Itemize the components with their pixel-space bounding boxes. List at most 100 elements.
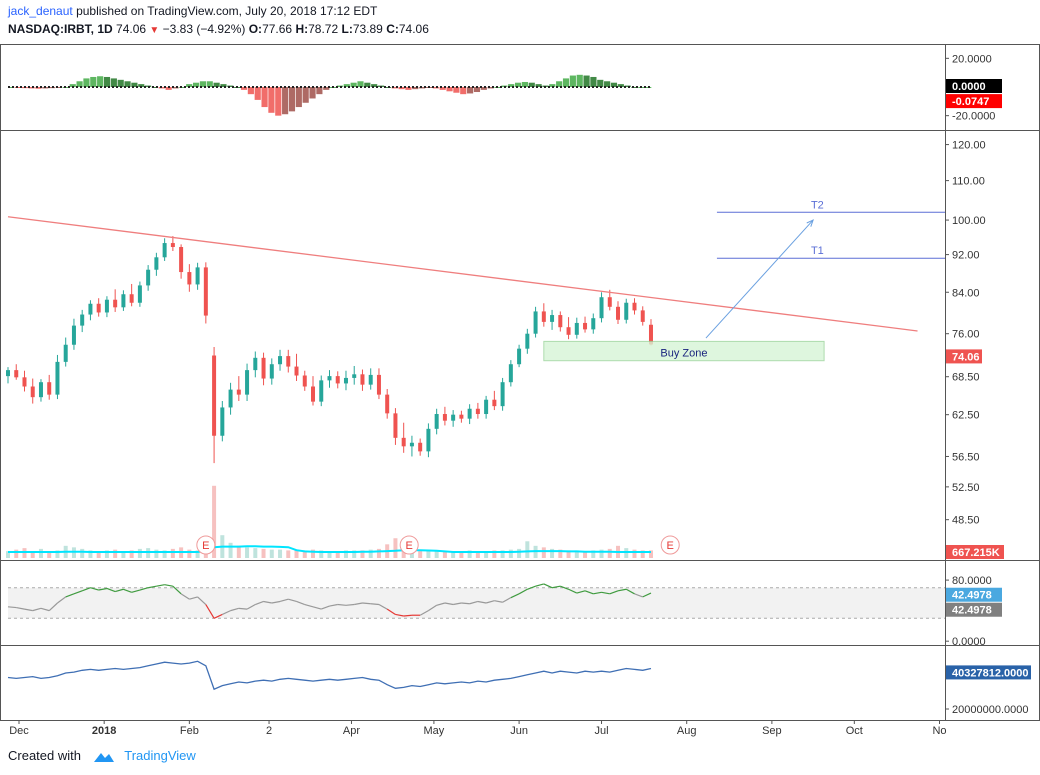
oscillator-bar <box>268 87 275 113</box>
candle-body <box>121 294 126 308</box>
rsi-line-segment <box>395 613 404 617</box>
rsi-line-segment <box>123 588 132 593</box>
oscillator-tick-label: -20.0000 <box>952 111 995 123</box>
resistance-trendline <box>7 216 918 332</box>
candle-body <box>96 303 101 313</box>
rsi-line-segment <box>337 603 347 606</box>
rsi-line-segment <box>263 600 272 604</box>
oscillator-bar <box>172 87 179 89</box>
rsi-line-segment <box>172 585 182 595</box>
oscillator-bar <box>343 84 350 87</box>
rsi-line-segment <box>453 602 462 606</box>
rsi-line-segment <box>518 588 528 595</box>
candle-body <box>525 333 530 349</box>
volume-bar <box>261 548 266 558</box>
rsi-line-segment <box>485 600 495 604</box>
candle-body <box>574 322 579 335</box>
candle-body <box>467 408 472 419</box>
rsi-line-segment <box>477 600 487 604</box>
author-link[interactable]: jack_denaut <box>8 4 73 18</box>
rsi-line-segment <box>81 587 91 592</box>
oscillator-bar <box>405 87 412 90</box>
rsi-line-segment <box>312 606 322 610</box>
rsi-line-segment <box>642 592 652 598</box>
candle-body <box>170 243 175 248</box>
candle-body <box>607 297 612 307</box>
candle-body <box>154 257 159 270</box>
open-label: O: <box>248 22 263 36</box>
rsi-line-segment <box>386 608 396 615</box>
volume-bar <box>129 550 134 558</box>
oscillator-bar <box>453 87 460 93</box>
oscillator-bar <box>480 87 487 90</box>
volume-bar <box>607 548 612 558</box>
rsi-line-segment <box>40 607 50 612</box>
candle-body <box>335 376 340 384</box>
candle-body <box>162 243 167 258</box>
rsi-pane: 80.0000 0.0000 42.4978 42.4978 <box>7 575 1002 648</box>
volume-bar <box>294 550 299 558</box>
volume-bar <box>146 548 151 558</box>
candle-body <box>451 414 456 421</box>
volume-bar <box>376 548 381 558</box>
time-axis: Dec 2018 Feb 2 Apr May Jun Jul Aug Sep Oct No <box>9 720 947 737</box>
pane-borders <box>0 44 1040 721</box>
rsi-line-segment <box>180 593 190 600</box>
candle-body <box>187 272 192 285</box>
volume-bar <box>302 550 307 558</box>
candle-body <box>55 361 60 395</box>
obv-badge: 40327812.0000 <box>952 667 1028 679</box>
target-label-t1: T1 <box>811 245 824 257</box>
symbol-label[interactable]: NASDAQ:IRBT, 1D <box>8 22 113 36</box>
oscillator-pane: 20.0000 -20.0000 0.0000 -0.0747 <box>8 53 1002 123</box>
rsi-line-segment <box>57 596 67 604</box>
oscillator-bar <box>117 79 124 87</box>
oscillator-bar <box>316 87 323 95</box>
oscillator-bar <box>439 87 446 90</box>
close-label: C: <box>386 22 399 36</box>
oscillator-bar <box>576 74 583 87</box>
rsi-line-segment <box>502 597 512 603</box>
rsi-band-fill <box>8 587 945 619</box>
candle-body <box>220 407 225 436</box>
projection-arrow <box>705 219 814 339</box>
candle-body <box>261 357 266 379</box>
volume-bar <box>632 549 637 558</box>
rsi-line-segment <box>535 583 544 587</box>
candle-body <box>418 442 423 452</box>
candle-body <box>22 377 27 387</box>
oscillator-bar <box>261 87 268 108</box>
candle-body <box>38 382 43 398</box>
price-tick-label: 56.50 <box>952 451 980 463</box>
rsi-line-segment <box>494 600 503 603</box>
volume-bar <box>55 550 60 558</box>
oscillator-bar <box>55 87 63 88</box>
volume-bar <box>38 548 43 558</box>
rsi-line-segment <box>16 606 25 610</box>
oscillator-bar <box>549 84 556 87</box>
volume-bar <box>360 550 365 558</box>
rsi-line-segment <box>65 593 75 598</box>
oscillator-bar <box>412 87 419 90</box>
volume-bar <box>14 549 19 558</box>
low-value: 73.89 <box>352 22 383 36</box>
tradingview-brand[interactable]: TradingView <box>124 748 196 763</box>
last-price-badge-bg <box>946 349 982 364</box>
rsi-line-segment <box>510 593 520 599</box>
candle-body <box>533 311 538 334</box>
rsi-tick-label: 80.0000 <box>952 575 992 587</box>
price-pane[interactable]: 120.00 110.00 100.00 92.00 84.00 76.00 68.50 62… <box>6 140 986 558</box>
rsi-line-segment <box>370 603 380 606</box>
rsi-line-segment <box>321 605 330 610</box>
oscillator-bar <box>473 87 481 93</box>
volume-bar <box>195 550 200 558</box>
candle-body <box>47 382 52 395</box>
rsi-line-segment <box>469 600 479 605</box>
volume-bar <box>591 550 596 558</box>
time-axis-label: Apr <box>343 725 360 737</box>
rsi-line-segment <box>238 607 248 610</box>
oscillator-bar <box>97 76 104 87</box>
oscillator-bar <box>295 87 302 108</box>
rsi-line-segment <box>345 603 355 606</box>
